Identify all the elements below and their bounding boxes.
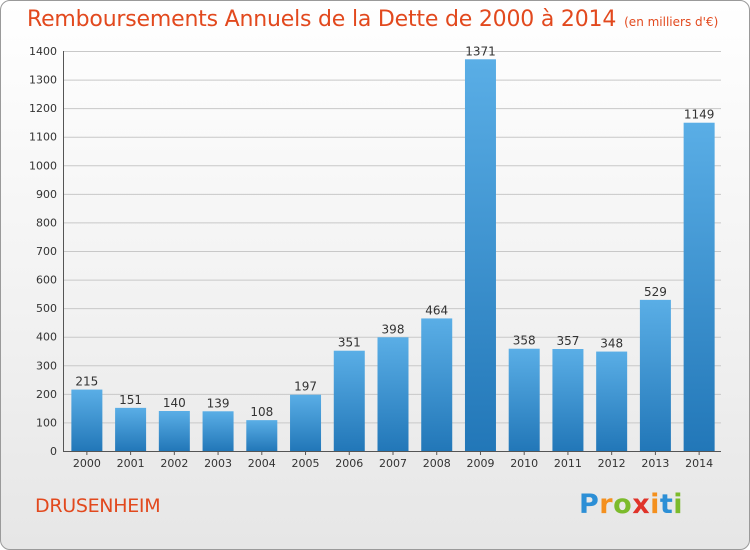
value-label-2014: 1149 xyxy=(684,108,715,122)
bar-2009 xyxy=(464,59,496,452)
x-tick-label: 2014 xyxy=(685,457,713,470)
value-label-2003: 139 xyxy=(207,396,230,410)
y-tick-label: 800 xyxy=(36,216,57,229)
logo-letter: P xyxy=(579,489,600,520)
y-tick-label: 300 xyxy=(36,359,57,372)
bar-2014 xyxy=(683,122,715,451)
x-tick-label: 2002 xyxy=(160,457,188,470)
logo-letter: x xyxy=(632,489,651,520)
axes: 0 100 200 300 400 500 600 700 800 900 1000 1100 1200… xyxy=(29,45,721,470)
bars xyxy=(71,59,715,452)
value-label-2008: 464 xyxy=(425,303,448,317)
y-tick-label: 400 xyxy=(36,331,57,344)
y-tick-label: 600 xyxy=(36,274,57,287)
bar-2004 xyxy=(246,420,278,451)
logo-letter: o xyxy=(613,489,633,520)
value-label-2001: 151 xyxy=(119,393,142,407)
value-label-2009: 1371 xyxy=(465,44,496,58)
x-tick-label: 2000 xyxy=(73,457,101,470)
x-tick-label: 2006 xyxy=(335,457,363,470)
data-labels: 215 151 140 139 108 197 351 398 464 1371 358 357 348… xyxy=(75,44,714,419)
chart-title: Remboursements Annuels de la Dette de 20… xyxy=(27,7,718,32)
commune-name: DRUSENHEIM xyxy=(35,495,161,517)
value-label-2002: 140 xyxy=(163,396,186,410)
logo-letter: i xyxy=(650,489,660,520)
value-label-2013: 529 xyxy=(644,285,667,299)
y-tick-label: 100 xyxy=(36,416,57,429)
value-label-2012: 348 xyxy=(600,337,623,351)
x-tick-label: 2001 xyxy=(117,457,145,470)
logo-letter: t xyxy=(659,489,674,520)
y-tick-label: 500 xyxy=(36,302,57,315)
chart-title-text: Remboursements Annuels de la Dette de 20… xyxy=(27,7,617,32)
bar-2005 xyxy=(290,394,322,451)
bar-2006 xyxy=(333,350,365,451)
proxiti-logo[interactable]: Proxiti xyxy=(579,489,683,520)
y-tick-label: 1300 xyxy=(29,74,57,87)
bar-2008 xyxy=(421,318,453,451)
y-tick-label: 0 xyxy=(50,445,57,458)
bar-2001 xyxy=(115,407,147,451)
x-tick-label: 2003 xyxy=(204,457,232,470)
value-label-2000: 215 xyxy=(75,375,98,389)
value-label-2005: 197 xyxy=(294,380,317,394)
bar-2002 xyxy=(158,411,190,451)
bar-2007 xyxy=(377,337,409,451)
bar-2012 xyxy=(596,351,628,451)
x-tick-label: 2009 xyxy=(466,457,494,470)
bar-2000 xyxy=(71,389,103,451)
y-tick-label: 1200 xyxy=(29,102,57,115)
x-tick-label: 2004 xyxy=(248,457,276,470)
y-tick-label: 1000 xyxy=(29,159,57,172)
x-tick-label: 2007 xyxy=(379,457,407,470)
x-tick-label: 2012 xyxy=(598,457,626,470)
bar-2011 xyxy=(552,349,584,451)
value-label-2004: 108 xyxy=(250,405,273,419)
value-label-2010: 358 xyxy=(513,334,536,348)
y-tick-label: 1400 xyxy=(29,45,57,58)
logo-letter: r xyxy=(599,489,614,520)
bar-2003 xyxy=(202,411,234,451)
value-label-2011: 357 xyxy=(556,334,579,348)
chart-subtitle: (en milliers d'€) xyxy=(624,15,719,29)
y-tick-label: 700 xyxy=(36,245,57,258)
value-label-2006: 351 xyxy=(338,336,361,350)
y-tick-label: 900 xyxy=(36,188,57,201)
y-tick-label: 1100 xyxy=(29,131,57,144)
bar-2010 xyxy=(508,348,540,451)
x-tick-label: 2008 xyxy=(423,457,451,470)
bar-2013 xyxy=(639,299,671,451)
logo-letter: i xyxy=(673,489,684,520)
x-tick-label: 2010 xyxy=(510,457,538,470)
x-tick-label: 2011 xyxy=(554,457,582,470)
y-tick-label: 200 xyxy=(36,388,57,401)
x-tick-label: 2013 xyxy=(641,457,669,470)
value-label-2007: 398 xyxy=(382,322,405,336)
x-tick-label: 2005 xyxy=(292,457,320,470)
